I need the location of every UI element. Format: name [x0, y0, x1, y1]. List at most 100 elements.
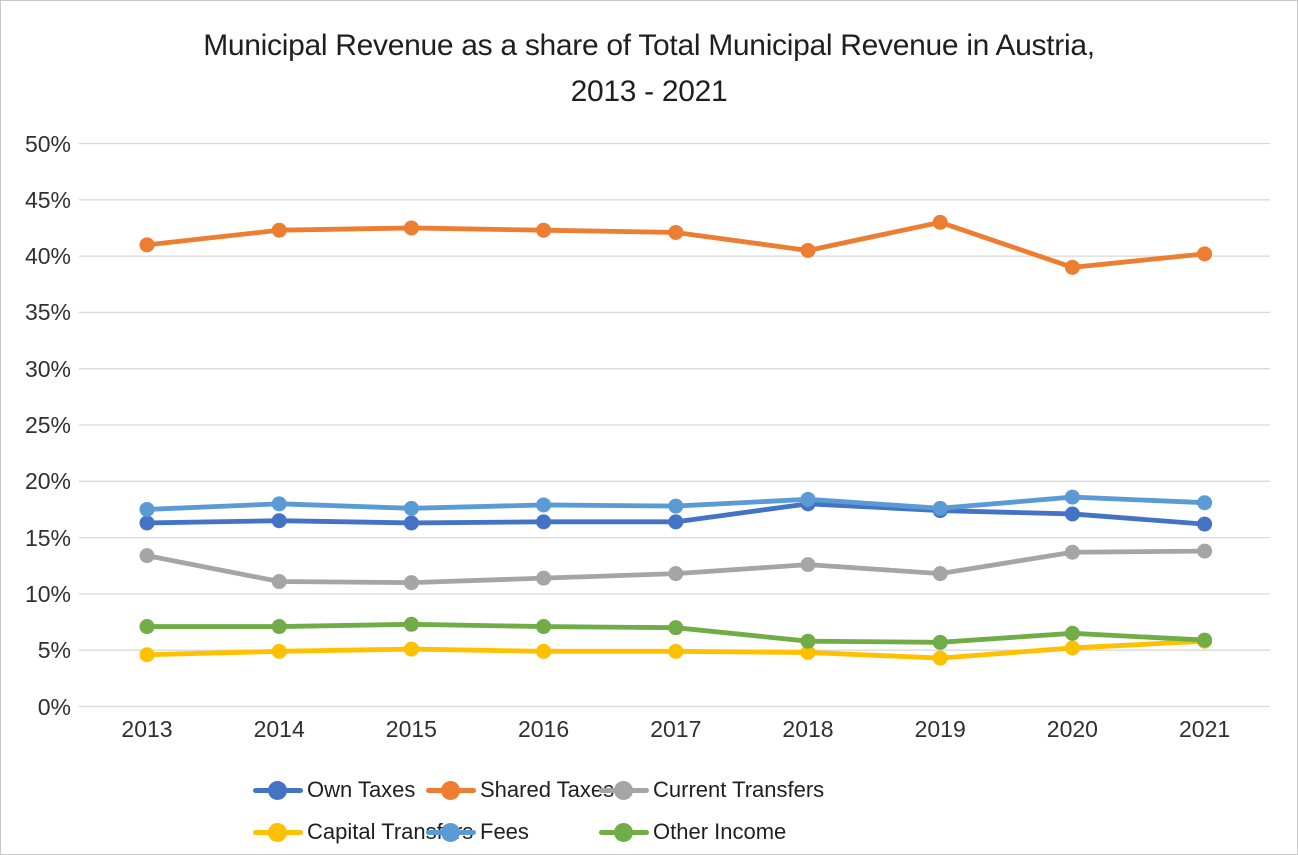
data-point: [668, 643, 684, 659]
y-axis-tick-label: 20%: [24, 468, 71, 495]
legend-item-label: Fees: [480, 819, 529, 844]
legend-item-shared-taxes: Shared Taxes: [426, 769, 614, 811]
data-point: [1064, 625, 1080, 641]
series-fees: [139, 489, 1213, 517]
data-point: [932, 634, 948, 650]
x-axis-tick-label: 2018: [782, 716, 834, 742]
legend-series-marker-icon: [253, 822, 303, 842]
data-point: [1064, 259, 1080, 275]
x-axis-tick-label: 2019: [914, 716, 966, 742]
chart-title-line1: Municipal Revenue as a share of Total Mu…: [203, 29, 1095, 62]
x-axis-tick-label: 2021: [1179, 716, 1231, 742]
data-point: [139, 548, 155, 564]
y-axis-tick-label: 5%: [37, 637, 71, 664]
data-point: [932, 214, 948, 230]
data-point: [271, 222, 287, 238]
data-point: [271, 496, 287, 512]
y-axis-tick-label: 35%: [24, 299, 71, 326]
data-point: [271, 619, 287, 635]
legend-marker-dot: [614, 780, 633, 800]
chart-title: Municipal Revenue as a share of Total Mu…: [1, 23, 1297, 115]
y-axis-tick-label: 15%: [24, 524, 71, 551]
x-axis-tick-label: 2013: [121, 716, 173, 742]
data-point: [932, 500, 948, 516]
data-point: [271, 513, 287, 529]
y-axis-tick-label: 30%: [24, 355, 71, 382]
series-capital-transfers: [139, 633, 1213, 666]
data-point: [1197, 543, 1213, 559]
legend-item-other-income: Other Income: [599, 811, 824, 853]
legend-item-label: Other Income: [653, 819, 787, 844]
data-point: [536, 514, 552, 530]
data-point: [403, 575, 419, 591]
legend-marker-dot: [441, 780, 460, 800]
y-axis-tick-label: 25%: [24, 412, 71, 438]
data-point: [139, 619, 155, 635]
legend-series-marker-icon: [599, 780, 649, 800]
data-point: [1064, 640, 1080, 656]
x-axis-tick-label: 2020: [1046, 716, 1098, 742]
legend-item-label: Own Taxes: [307, 777, 416, 802]
data-point: [403, 616, 419, 632]
legend-item-current-transfers: Current Transfers: [599, 769, 824, 811]
data-point: [139, 515, 155, 531]
data-point: [403, 515, 419, 531]
data-point: [1197, 246, 1213, 262]
data-point: [1064, 506, 1080, 522]
legend-series-marker-icon: [426, 822, 476, 842]
data-point: [668, 224, 684, 240]
data-point: [1197, 632, 1213, 648]
data-point: [932, 566, 948, 582]
legend-series-marker-icon: [426, 780, 476, 800]
chart-title-line2: 2013 - 2021: [570, 75, 728, 108]
legend-item-own-taxes: Own Taxes: [253, 769, 426, 811]
data-point: [1064, 544, 1080, 560]
data-point: [536, 570, 552, 586]
data-point: [1064, 489, 1080, 505]
data-point: [139, 647, 155, 663]
data-point: [800, 633, 816, 649]
legend-item-label: Shared Taxes: [480, 777, 615, 802]
data-point: [536, 497, 552, 513]
data-point: [800, 242, 816, 258]
data-point: [668, 620, 684, 636]
data-point: [536, 222, 552, 238]
data-point: [1197, 495, 1213, 511]
data-point: [800, 491, 816, 507]
legend-series-marker-icon: [253, 780, 303, 800]
legend: Own Taxes Shared Taxes Current Transfers Ca…: [253, 769, 824, 853]
y-axis-tick-label: 40%: [24, 243, 71, 270]
data-point: [139, 501, 155, 517]
data-point: [536, 619, 552, 635]
legend-series-marker-icon: [599, 822, 649, 842]
data-point: [271, 643, 287, 659]
series-shared-taxes: [139, 214, 1213, 275]
data-point: [668, 498, 684, 514]
legend-marker-dot: [614, 822, 633, 842]
data-point: [668, 514, 684, 530]
x-axis-tick-label: 2017: [650, 716, 702, 742]
x-axis-tick-label: 2016: [518, 716, 570, 742]
data-point: [1197, 516, 1213, 532]
data-point: [139, 237, 155, 253]
legend-marker-dot: [268, 780, 287, 800]
data-point: [403, 220, 419, 236]
series-other-income: [139, 616, 1213, 650]
data-point: [271, 574, 287, 590]
data-point: [800, 644, 816, 660]
legend-item-capital-transfers: Capital Transfers: [253, 811, 473, 853]
data-point: [403, 641, 419, 657]
data-point: [932, 650, 948, 666]
y-axis-tick-label: 10%: [24, 580, 71, 607]
data-point: [536, 643, 552, 659]
x-axis-tick-label: 2015: [385, 716, 437, 742]
legend-item-label: Current Transfers: [653, 777, 825, 802]
data-point: [403, 500, 419, 516]
y-axis-tick-label: 50%: [24, 130, 71, 157]
y-axis-tick-label: 45%: [24, 186, 71, 213]
legend-marker-dot: [441, 822, 460, 842]
data-point: [668, 566, 684, 582]
y-axis-tick-label: 0%: [37, 693, 71, 720]
